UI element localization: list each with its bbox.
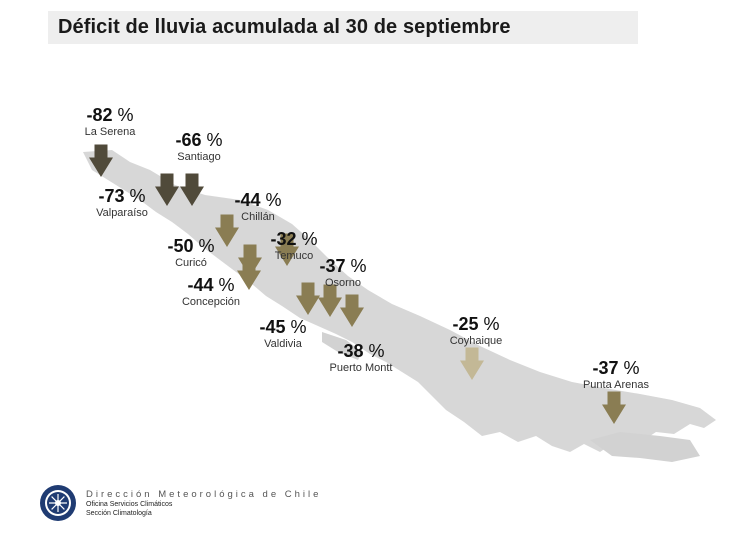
value-santiago: -66 % (175, 130, 223, 150)
value-puerto-montt: -38 % (337, 341, 385, 361)
deficit-arrow-punta-arenas (602, 391, 626, 424)
city-coyhaique: Coyhaique (449, 335, 503, 347)
deficit-arrow-valdivia (296, 282, 320, 315)
label-concepcion: -44 % Concepción (166, 276, 256, 308)
label-chillan: -44 % Chillán (218, 191, 298, 223)
deficit-arrow-osorno (340, 294, 364, 327)
city-curico: Curicó (175, 257, 207, 269)
deficit-arrow-valpara-so (155, 173, 179, 206)
city-valparaiso: Valparaíso (96, 207, 148, 219)
label-la-serena: -82 % La Serena (70, 106, 150, 138)
label-valparaiso: -73 % Valparaíso (77, 187, 167, 219)
city-concepcion: Concepción (181, 296, 241, 308)
footer-text: Dirección Meteorológica de Chile Oficina… (86, 489, 321, 518)
value-coyhaique: -25 % (452, 314, 500, 334)
deficit-arrow-chill-n (215, 214, 239, 247)
value-curico: -50 % (167, 236, 215, 256)
section-name: Sección Climatología (86, 510, 152, 517)
chile-island-chiloe (322, 332, 362, 360)
org-name: Dirección Meteorológica de Chile (86, 489, 322, 500)
label-coyhaique: -25 % Coyhaique (436, 315, 516, 347)
office-name: Oficina Servicios Climáticos (86, 501, 173, 508)
deficit-arrows (89, 144, 626, 424)
deficit-arrow-coyhaique (460, 347, 484, 380)
deficit-arrow-concepci-n (237, 257, 261, 290)
label-osorno: -37 % Osorno (303, 257, 383, 289)
value-la-serena: -82 % (86, 105, 134, 125)
value-chillan: -44 % (234, 190, 282, 210)
chile-island-tierra-del-fuego (590, 432, 700, 462)
city-la-serena: La Serena (84, 126, 136, 138)
city-punta-arenas: Punta Arenas (582, 379, 650, 391)
title-bar: Déficit de lluvia acumulada al 30 de sep… (48, 11, 638, 44)
city-osorno: Osorno (324, 277, 362, 289)
value-valdivia: -45 % (259, 317, 307, 337)
value-concepcion: -44 % (187, 275, 235, 295)
label-valdivia: -45 % Valdivia (243, 318, 323, 350)
label-temuco: -32 % Temuco (254, 230, 334, 262)
deficit-arrow-temuco (275, 233, 299, 266)
label-puerto-montt: -38 % Puerto Montt (316, 342, 406, 374)
value-temuco: -32 % (270, 229, 318, 249)
label-curico: -50 % Curicó (151, 237, 231, 269)
city-puerto-montt: Puerto Montt (329, 362, 393, 374)
value-osorno: -37 % (319, 256, 367, 276)
city-valdivia: Valdivia (264, 338, 302, 350)
label-punta-arenas: -37 % Punta Arenas (566, 359, 666, 391)
dmc-logo-icon (40, 485, 76, 521)
city-temuco: Temuco (274, 250, 314, 262)
value-punta-arenas: -37 % (592, 358, 640, 378)
chart-title: Déficit de lluvia acumulada al 30 de sep… (58, 16, 511, 38)
city-santiago: Santiago (177, 151, 221, 163)
deficit-arrow-la-serena (89, 144, 113, 177)
city-chillan: Chillán (241, 211, 275, 223)
deficit-arrow-puerto-montt (318, 284, 342, 317)
value-valparaiso: -73 % (98, 186, 146, 206)
chile-land-shape (83, 150, 716, 452)
deficit-arrow-santiago (180, 173, 204, 206)
label-santiago: -66 % Santiago (159, 131, 239, 163)
